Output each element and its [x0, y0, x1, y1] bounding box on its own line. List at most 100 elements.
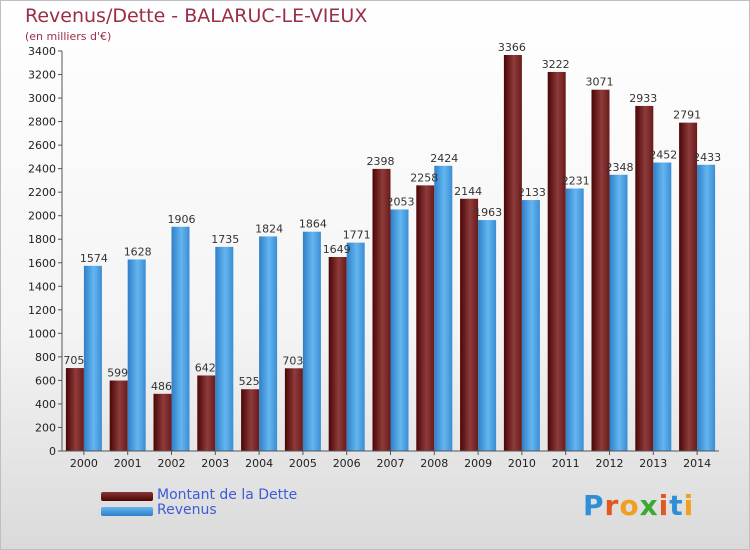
- bar-revenus-2006: [346, 242, 365, 451]
- x-tick-label: 2006: [333, 457, 361, 470]
- y-tick-label: 3400: [28, 45, 56, 58]
- y-tick-label: 1800: [28, 233, 56, 246]
- data-label-dette-2000: 705: [63, 354, 84, 367]
- data-label-dette-2004: 525: [239, 375, 260, 388]
- bar-dette-2003: [197, 375, 216, 451]
- data-label-dette-2001: 599: [107, 367, 128, 380]
- x-tick-label: 2011: [552, 457, 580, 470]
- logo-letter: i: [683, 489, 695, 522]
- data-label-dette-2008: 2258: [410, 171, 438, 184]
- legend-swatch-dette: [101, 492, 153, 501]
- bar-dette-2002: [153, 393, 172, 451]
- y-tick-label: 1400: [28, 280, 56, 293]
- bar-revenus-2008: [434, 165, 453, 451]
- bar-dette-2009: [460, 198, 479, 451]
- bar-revenus-2001: [127, 259, 146, 451]
- bar-revenus-2005: [302, 231, 321, 451]
- data-label-dette-2006: 1649: [323, 243, 351, 256]
- bar-dette-2004: [241, 389, 260, 451]
- bar-dette-2001: [109, 380, 128, 451]
- legend-label-revenus: Revenus: [157, 502, 217, 518]
- data-label-revenus-2008: 2424: [430, 152, 458, 165]
- data-label-dette-2013: 2933: [629, 92, 657, 105]
- chart-title: Revenus/Dette - BALARUC-LE-VIEUX: [25, 5, 368, 27]
- data-labels: 705 1574 599 1628 486 1906 642 1735 525 1824 703 18…: [63, 41, 721, 393]
- y-tick-label: 3000: [28, 92, 56, 105]
- y-tick-label: 200: [35, 421, 56, 434]
- data-label-revenus-2005: 1864: [299, 218, 327, 231]
- bar-dette-2010: [503, 55, 522, 451]
- bar-dette-2007: [372, 168, 391, 451]
- data-label-revenus-2009: 1963: [474, 206, 502, 219]
- x-tick-label: 2014: [683, 457, 711, 470]
- x-tick-label: 2009: [464, 457, 492, 470]
- bars: [65, 55, 716, 452]
- proxiti-logo: Proxiti: [583, 489, 694, 522]
- data-label-dette-2012: 3071: [586, 76, 614, 89]
- x-tick-label: 2000: [70, 457, 98, 470]
- data-label-revenus-2006: 1771: [343, 229, 371, 242]
- y-tick-label: 1600: [28, 257, 56, 270]
- data-label-revenus-2007: 2053: [387, 195, 415, 208]
- data-label-revenus-2013: 2452: [649, 149, 677, 162]
- logo-letter: t: [669, 489, 684, 522]
- data-label-revenus-2002: 1906: [168, 213, 196, 226]
- bar-revenus-2004: [259, 236, 278, 451]
- y-tick-label: 3200: [28, 69, 56, 82]
- data-label-revenus-2010: 2133: [518, 186, 546, 199]
- y-tick-label: 2800: [28, 116, 56, 129]
- bar-revenus-2012: [609, 174, 628, 451]
- data-label-dette-2007: 2398: [367, 155, 395, 168]
- x-tick-label: 2004: [245, 457, 273, 470]
- logo-letter: x: [639, 489, 659, 522]
- bar-revenus-2011: [565, 188, 584, 451]
- bar-revenus-2013: [653, 162, 672, 451]
- y-tick-label: 400: [35, 398, 56, 411]
- y-tick-label: 800: [35, 351, 56, 364]
- bar-revenus-2010: [521, 200, 540, 451]
- data-label-dette-2005: 703: [282, 354, 303, 367]
- y-tick-label: 2600: [28, 139, 56, 152]
- bar-revenus-2014: [697, 164, 716, 451]
- data-label-revenus-2014: 2433: [693, 151, 721, 164]
- data-label-revenus-2004: 1824: [255, 222, 283, 235]
- logo-letter: r: [604, 489, 620, 522]
- x-tick-label: 2005: [289, 457, 317, 470]
- logo-letter: i: [658, 489, 670, 522]
- y-tick-label: 600: [35, 374, 56, 387]
- legend-swatch-revenus: [101, 507, 153, 516]
- logo-letter: P: [583, 489, 605, 522]
- bar-revenus-2000: [83, 265, 102, 451]
- bar-revenus-2002: [171, 226, 190, 451]
- data-label-dette-2011: 3222: [542, 58, 570, 71]
- y-tick-label: 2200: [28, 186, 56, 199]
- x-tick-label: 2010: [508, 457, 536, 470]
- bar-dette-2014: [679, 122, 698, 451]
- legend-label-dette: Montant de la Dette: [157, 487, 298, 503]
- bar-dette-2008: [416, 185, 435, 451]
- data-label-revenus-2011: 2231: [562, 175, 590, 188]
- data-label-dette-2003: 642: [195, 361, 216, 374]
- logo-letter: o: [619, 489, 640, 522]
- x-tick-label: 2007: [377, 457, 405, 470]
- y-tick-label: 1000: [28, 327, 56, 340]
- y-tick-label: 2000: [28, 210, 56, 223]
- y-tick-label: 0: [49, 445, 56, 458]
- bar-dette-2011: [547, 71, 566, 452]
- x-axis: 2000 2001 2002 2003 2004 2005 2006 2007 2008 2009…: [62, 450, 719, 470]
- data-label-revenus-2012: 2348: [606, 161, 634, 174]
- bar-dette-2000: [65, 368, 84, 451]
- data-label-revenus-2003: 1735: [211, 233, 239, 246]
- data-label-dette-2010: 3366: [498, 41, 526, 54]
- bar-revenus-2003: [215, 246, 234, 451]
- bar-dette-2013: [635, 105, 654, 452]
- y-axis: 0 200 400 600 800 1000 1200 1400 1600 1800 2000 220…: [28, 45, 63, 458]
- data-label-dette-2014: 2791: [673, 109, 701, 122]
- data-label-dette-2009: 2144: [454, 185, 482, 198]
- x-tick-label: 2002: [158, 457, 186, 470]
- x-tick-label: 2008: [420, 457, 448, 470]
- bar-dette-2005: [284, 368, 303, 451]
- data-label-dette-2002: 486: [151, 380, 172, 393]
